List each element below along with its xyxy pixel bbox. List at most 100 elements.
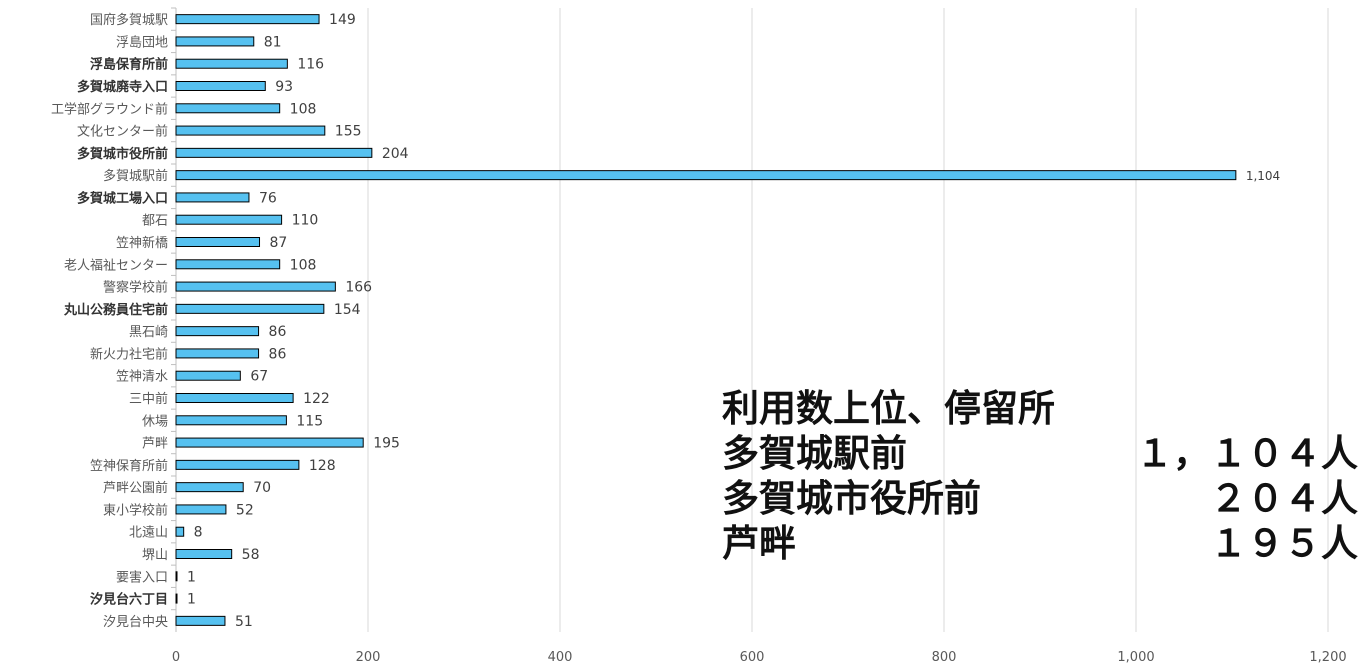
value-label: 86 [269, 346, 287, 362]
category-label: 工学部グラウンド前 [51, 101, 168, 117]
bar [175, 415, 287, 426]
bar [175, 36, 255, 47]
x-tick-label: 800 [932, 650, 957, 665]
x-tick-label: 0 [172, 650, 180, 665]
bar [175, 482, 244, 493]
category-label: 老人福祉センター [64, 258, 168, 273]
value-label: 108 [290, 101, 317, 117]
bar [175, 214, 283, 225]
x-tick-label: 200 [356, 650, 381, 665]
annotation-stop-name: 多賀城市役所前 [722, 477, 981, 520]
category-label: 多賀城駅前 [103, 168, 168, 184]
bar [175, 549, 233, 559]
bar [175, 593, 178, 604]
category-label: 黒石崎 [129, 325, 168, 340]
value-label: 8 [194, 525, 203, 541]
bar [175, 103, 281, 114]
bar [175, 125, 326, 136]
x-tick-label: 1,000 [1117, 650, 1154, 665]
bar [175, 571, 178, 582]
bar [175, 259, 281, 270]
annotation-row: 多賀城市役所前 ２０４人 [722, 476, 1358, 521]
annotation-stop-name: 多賀城駅前 [722, 432, 907, 475]
annotation-title-row: 利用数上位、停留所 [722, 386, 1358, 431]
category-label: 芦畔 [142, 437, 168, 452]
x-axis-ticks: 0 200 400 600 800 1,000 1,200 [172, 650, 1347, 665]
bar [175, 504, 227, 515]
value-label: 116 [297, 57, 324, 73]
category-label: 汐見台六丁目 [90, 592, 168, 608]
category-label: 笠神清水 [116, 370, 168, 385]
category-labels: 国府多賀城駅浮島団地浮島保育所前多賀城廃寺入口工学部グラウンド前文化センター前多… [51, 12, 168, 630]
value-label: 70 [253, 480, 271, 496]
value-label: 81 [264, 34, 282, 50]
value-label: 108 [290, 257, 317, 273]
value-label: 86 [269, 324, 287, 340]
annotation-row: 芦畔 １９５人 [722, 521, 1358, 566]
value-label: 87 [270, 235, 288, 251]
bar [175, 437, 364, 448]
value-label: 155 [335, 124, 362, 140]
category-label: 休場 [142, 414, 168, 429]
category-label: 三中前 [129, 391, 168, 407]
category-label: 汐見台中央 [103, 614, 168, 630]
annotation-stop-value: １９５人 [1210, 522, 1358, 565]
value-label: 166 [345, 280, 372, 296]
value-label: 76 [259, 190, 277, 206]
category-label: 文化センター前 [77, 124, 168, 140]
category-label: 丸山公務員住宅前 [63, 302, 168, 318]
bar [175, 370, 241, 381]
bar [175, 348, 260, 359]
category-label: 要害入口 [116, 569, 168, 585]
annotation-title: 利用数上位、停留所 [722, 387, 1055, 430]
bar [175, 393, 294, 403]
bar [175, 303, 325, 314]
value-label: 52 [236, 502, 254, 518]
category-label: 国府多賀城駅 [90, 12, 168, 28]
category-label: 浮島保育所前 [90, 57, 168, 73]
category-label: 芦畔公園前 [103, 480, 168, 496]
value-label: 122 [303, 391, 330, 407]
value-label: 154 [334, 302, 361, 318]
bar [175, 615, 226, 626]
value-labels: 14981116931081552041,1047611087108166154… [187, 12, 1280, 630]
bar [175, 237, 261, 247]
value-label: 67 [250, 369, 268, 385]
category-label: 笠神新橋 [116, 235, 168, 251]
ranking-annotation: 利用数上位、停留所 多賀城駅前 １，１０４人 多賀城市役所前 ２０４人 芦畔 １… [722, 386, 1358, 566]
value-label: 1 [187, 569, 196, 585]
value-label: 1 [187, 592, 196, 608]
value-label: 58 [242, 547, 260, 563]
value-label: 204 [382, 146, 409, 162]
value-label: 1,104 [1246, 169, 1280, 183]
annotation-stop-value: １，１０４人 [1136, 432, 1358, 475]
value-label: 128 [309, 458, 336, 474]
category-label: 東小学校前 [103, 502, 168, 518]
bar [175, 14, 320, 25]
bar [175, 326, 260, 337]
bar [175, 81, 266, 91]
bar [175, 170, 1237, 181]
category-label: 多賀城工場入口 [77, 190, 168, 206]
category-label: 都石 [142, 214, 168, 229]
category-label: 多賀城廃寺入口 [77, 79, 168, 95]
value-label: 149 [329, 12, 356, 28]
value-label: 115 [296, 413, 323, 429]
category-label: 北遠山 [129, 526, 168, 541]
bar [175, 526, 185, 537]
x-tick-label: 1,200 [1309, 650, 1346, 665]
value-label: 51 [235, 614, 253, 630]
x-tick-label: 600 [740, 650, 765, 665]
category-label: 新火力社宅前 [90, 346, 168, 362]
bar [175, 147, 373, 158]
value-label: 195 [373, 436, 400, 452]
bar [175, 58, 288, 69]
annotation-stop-value: ２０４人 [1210, 477, 1358, 520]
category-label: 警察学校前 [103, 280, 168, 296]
category-label: 堺山 [142, 548, 168, 563]
value-label: 110 [292, 213, 319, 229]
value-label: 93 [275, 79, 293, 95]
bar [175, 281, 336, 292]
bars [175, 14, 1237, 626]
